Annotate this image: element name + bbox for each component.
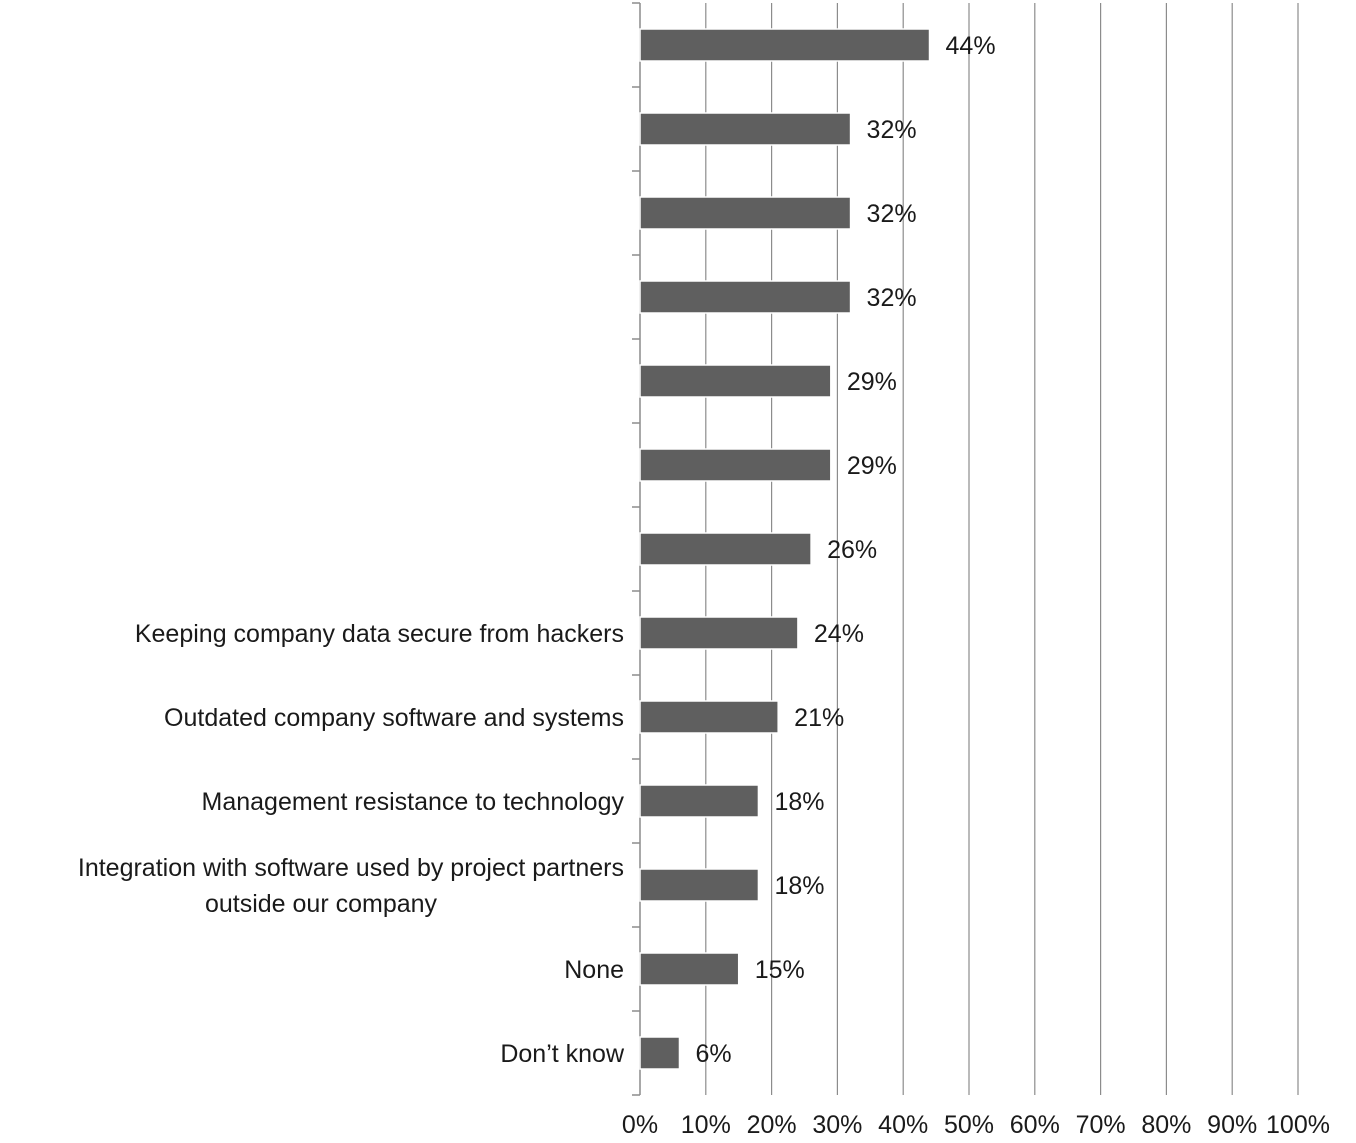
category-label: Management resistance to technology [202, 788, 625, 816]
data-label: 44% [946, 32, 996, 60]
category-label: Don’t know [500, 1040, 625, 1068]
labels: 0% 10% 20% 30% 40% 50% 60% 70% 80% 90% 100% 44% 32% 3… [78, 32, 1330, 1139]
data-label: 18% [774, 788, 824, 816]
bar [639, 1036, 681, 1070]
x-tick-label: 100% [1266, 1111, 1330, 1139]
bar [639, 364, 832, 398]
x-tick-label: 30% [812, 1111, 862, 1139]
bar [639, 784, 760, 818]
x-tick-label: 70% [1076, 1111, 1126, 1139]
x-tick-label: 0% [622, 1111, 658, 1139]
category-label: Integration with software used by projec… [78, 854, 624, 882]
bar [639, 532, 812, 566]
data-label: 26% [827, 536, 877, 564]
bar [639, 28, 931, 62]
x-tick-label: 20% [747, 1111, 797, 1139]
bar [639, 700, 779, 734]
data-label: 29% [847, 368, 897, 396]
bars [639, 28, 931, 1070]
data-label: 29% [847, 452, 897, 480]
bar [639, 616, 799, 650]
bar [639, 112, 852, 146]
value-axis [632, 2, 641, 1096]
data-label: 18% [774, 872, 824, 900]
x-tick-label: 60% [1010, 1111, 1060, 1139]
data-label: 32% [867, 200, 917, 228]
data-label: 21% [794, 704, 844, 732]
bar [639, 448, 832, 482]
category-label: outside our company [205, 890, 438, 918]
x-tick-label: 10% [681, 1111, 731, 1139]
bar [639, 952, 740, 986]
bar [639, 280, 852, 314]
data-label: 32% [867, 284, 917, 312]
category-label: Keeping company data secure from hackers [135, 620, 624, 648]
x-tick-label: 50% [944, 1111, 994, 1139]
data-label: 24% [814, 620, 864, 648]
data-label: 6% [695, 1040, 731, 1068]
category-label: None [564, 956, 624, 984]
gridlines [705, 3, 1299, 1095]
bar [639, 196, 852, 230]
x-tick-label: 80% [1141, 1111, 1191, 1139]
x-tick-label: 90% [1207, 1111, 1257, 1139]
data-label: 32% [867, 116, 917, 144]
bar [639, 868, 760, 902]
x-tick-label: 40% [878, 1111, 928, 1139]
category-label: Outdated company software and systems [164, 704, 624, 732]
data-label: 15% [755, 956, 805, 984]
